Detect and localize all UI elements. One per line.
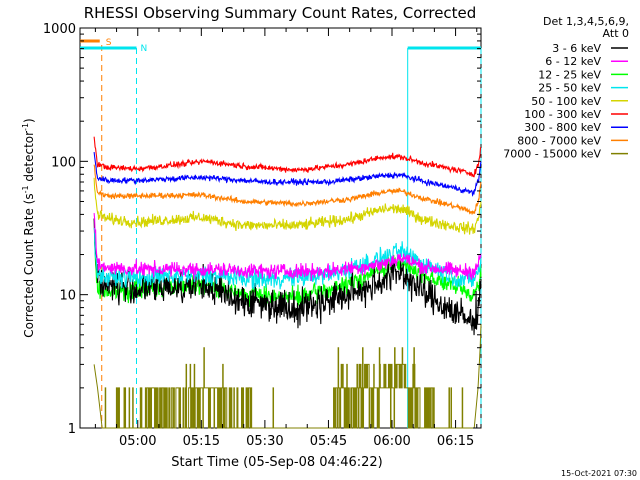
saa-label: S xyxy=(106,38,112,48)
series-line xyxy=(93,164,482,215)
x-tick-label: 06:00 xyxy=(373,434,410,449)
legend-label: 50 - 100 keV xyxy=(531,95,601,108)
legend-header-line1: Det 1,3,4,5,6,9, xyxy=(543,15,629,28)
y-axis-label-sup1: -1 xyxy=(21,185,30,193)
y-tick-label: 1000 xyxy=(43,22,76,37)
y-axis-label: Corrected Count Rate (s-1 detector-1) xyxy=(21,118,36,337)
legend-label: 300 - 800 keV xyxy=(524,121,601,134)
night-label: N xyxy=(140,44,147,54)
legend-label: 6 - 12 keV xyxy=(545,55,601,68)
footer-timestamp: 15-Oct-2021 07:30 xyxy=(561,469,637,478)
y-axis-label-main: Corrected Count Rate (s xyxy=(22,193,36,337)
y-axis: 1 10 100 1000 xyxy=(43,22,481,437)
x-tick-label: 05:45 xyxy=(310,434,347,449)
x-tick-label: 05:30 xyxy=(246,434,283,449)
y-axis-label-sup2: -1 xyxy=(21,123,30,131)
legend-label: 25 - 50 keV xyxy=(538,82,601,95)
x-tick-label: 05:15 xyxy=(183,434,220,449)
plot-frame xyxy=(79,27,482,429)
x-axis: 05:00 05:15 05:30 05:45 06:00 06:15 xyxy=(94,28,478,449)
series-line xyxy=(93,227,482,290)
legend-label: 100 - 300 keV xyxy=(524,108,601,121)
chart-title: RHESSI Observing Summary Count Rates, Co… xyxy=(84,4,477,22)
x-tick-label: 05:00 xyxy=(119,434,156,449)
legend-header-line2: Att 0 xyxy=(603,27,629,40)
legend-label: 3 - 6 keV xyxy=(552,42,601,55)
y-tick-label: 10 xyxy=(59,289,76,304)
x-axis-label: Start Time (05-Sep-08 04:46:22) xyxy=(171,455,382,470)
series-line xyxy=(93,177,482,235)
series-line-hi-energy xyxy=(93,324,482,429)
legend-label: 7000 - 15000 keV xyxy=(503,148,601,161)
series-line xyxy=(93,151,482,197)
plot-area: SN xyxy=(79,27,482,429)
series-line xyxy=(93,212,482,282)
y-axis-label-end: ) xyxy=(22,118,36,123)
y-tick-label: 1 xyxy=(68,422,76,437)
series-line xyxy=(93,136,482,178)
series-line xyxy=(94,241,482,308)
y-tick-label: 100 xyxy=(51,155,76,170)
x-tick-label: 06:15 xyxy=(437,434,474,449)
legend-label: 12 - 25 keV xyxy=(538,68,601,81)
legend-label: 800 - 7000 keV xyxy=(517,134,601,147)
y-axis-label-mid: detector xyxy=(22,131,36,186)
